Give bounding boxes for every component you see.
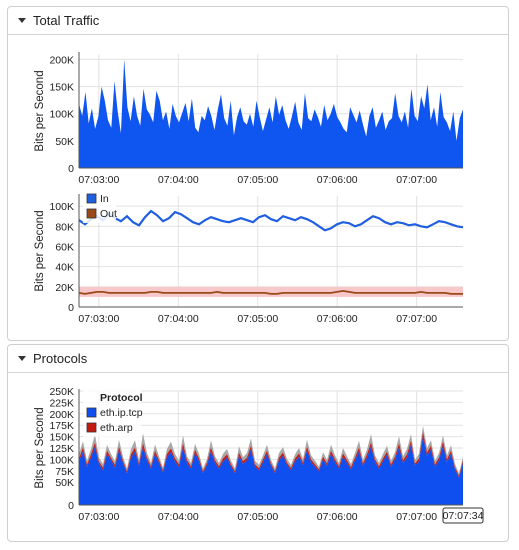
y-tick-label: 0 xyxy=(68,163,74,175)
y-tick-label: 75K xyxy=(55,466,74,478)
legend-label[interactable]: In xyxy=(100,193,109,205)
x-tick-label: 07:06:00 xyxy=(317,313,358,325)
total-traffic-header[interactable]: Total Traffic xyxy=(8,7,508,35)
chart-legend: In Out xyxy=(83,192,117,223)
y-tick-label: 20K xyxy=(55,282,74,294)
legend-label[interactable]: Out xyxy=(100,208,117,220)
x-tick-label: 07:07:00 xyxy=(396,174,437,186)
x-tick-label: 07:03:00 xyxy=(78,174,119,186)
y-tick-label: 100K xyxy=(49,109,74,121)
panel-title: Protocols xyxy=(33,351,88,366)
protocols-chart[interactable]: 07:03:00 07:04:00 07:05:00 07:06:00 07:07:00… xyxy=(34,386,484,524)
legend-label[interactable]: eth.ip.tcp xyxy=(100,407,143,419)
panel-title: Total Traffic xyxy=(33,13,100,28)
y-axis-label: Bits per Second xyxy=(34,407,46,488)
x-tick-label: 07:04:00 xyxy=(158,511,199,523)
hover-time-box xyxy=(442,507,484,524)
collapse-caret-icon[interactable] xyxy=(18,18,26,23)
tcp-area[interactable] xyxy=(79,436,463,505)
y-tick-label: 150K xyxy=(49,82,74,94)
arp-area[interactable] xyxy=(79,432,463,478)
in-out-chart[interactable]: 07:03:00 07:04:00 07:05:00 07:06:00 07:07:00… xyxy=(34,192,464,325)
x-tick-label: 07:03:00 xyxy=(78,511,119,523)
chart-legend: Protocol eth.ip.tcp eth.arp xyxy=(83,389,143,437)
y-tick-label: 40K xyxy=(55,262,74,274)
x-tick-label: 07:06:00 xyxy=(317,511,358,523)
y-tick-label: 60K xyxy=(55,241,74,253)
x-tick-label: 07:04:00 xyxy=(158,174,199,186)
y-tick-label: 50K xyxy=(55,136,74,148)
y-tick-label: 100K xyxy=(49,201,74,213)
in-series-line[interactable] xyxy=(78,209,464,232)
y-tick-label: 50K xyxy=(55,477,74,489)
x-tick-label: 07:05:00 xyxy=(237,511,278,523)
legend-label[interactable]: eth.arp xyxy=(100,422,133,434)
y-tick-label: 80K xyxy=(55,221,74,233)
other-area[interactable] xyxy=(79,425,463,476)
y-tick-label: 175K xyxy=(49,420,74,432)
total-traffic-chart[interactable]: 07:03:00 07:04:00 07:05:00 07:06:00 07:07:00… xyxy=(34,52,463,186)
legend-swatch[interactable] xyxy=(86,407,97,418)
y-tick-label: 250K xyxy=(49,386,74,398)
protocols-header[interactable]: Protocols xyxy=(8,345,508,373)
y-axis-label: Bits per Second xyxy=(34,70,46,151)
x-tick-label: 07:06:00 xyxy=(317,174,358,186)
y-tick-label: 200K xyxy=(49,409,74,421)
x-tick-label: 07:07:00 xyxy=(396,313,437,325)
legend-swatch[interactable] xyxy=(86,193,97,204)
x-tick-label: 07:04:00 xyxy=(158,313,199,325)
out-band xyxy=(79,286,463,297)
y-tick-label: 0 xyxy=(68,500,74,512)
legend-swatch[interactable] xyxy=(86,422,97,433)
y-tick-label: 125K xyxy=(49,443,74,455)
legend-title: Protocol xyxy=(100,392,143,404)
legend-swatch[interactable] xyxy=(86,208,97,219)
x-tick-label: 07:07:00 xyxy=(396,511,437,523)
out-series-line[interactable] xyxy=(78,289,463,295)
y-tick-label: 150K xyxy=(49,432,74,444)
collapse-caret-icon[interactable] xyxy=(18,356,26,361)
y-tick-label: 100K xyxy=(49,454,74,466)
x-tick-label: 07:05:00 xyxy=(237,174,278,186)
y-tick-label: 0 xyxy=(68,302,74,314)
y-tick-label: 225K xyxy=(49,397,74,409)
y-axis-label: Bits per Second xyxy=(34,210,46,291)
x-tick-label: 07:03:00 xyxy=(78,313,119,325)
hover-time-label: 07:07:34 xyxy=(443,510,484,522)
total-traffic-area[interactable] xyxy=(79,59,463,168)
x-tick-label: 07:05:00 xyxy=(237,313,278,325)
y-tick-label: 200K xyxy=(49,54,74,66)
